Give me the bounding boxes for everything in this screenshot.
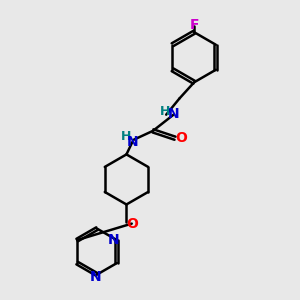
Text: N: N bbox=[168, 107, 179, 121]
Text: H: H bbox=[160, 105, 170, 118]
Text: O: O bbox=[126, 217, 138, 231]
Text: N: N bbox=[90, 271, 101, 284]
Text: N: N bbox=[108, 233, 120, 247]
Text: H: H bbox=[121, 130, 132, 143]
Text: N: N bbox=[127, 135, 138, 149]
Text: O: O bbox=[176, 131, 188, 145]
Text: F: F bbox=[189, 18, 199, 32]
